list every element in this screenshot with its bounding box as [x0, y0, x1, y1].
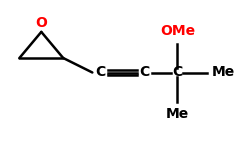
Text: C: C — [96, 66, 106, 79]
Text: Me: Me — [211, 66, 235, 79]
Text: C: C — [139, 66, 150, 79]
Text: Me: Me — [166, 107, 189, 121]
Text: O: O — [35, 16, 47, 30]
Text: C: C — [172, 66, 182, 79]
Text: OMe: OMe — [160, 24, 195, 38]
